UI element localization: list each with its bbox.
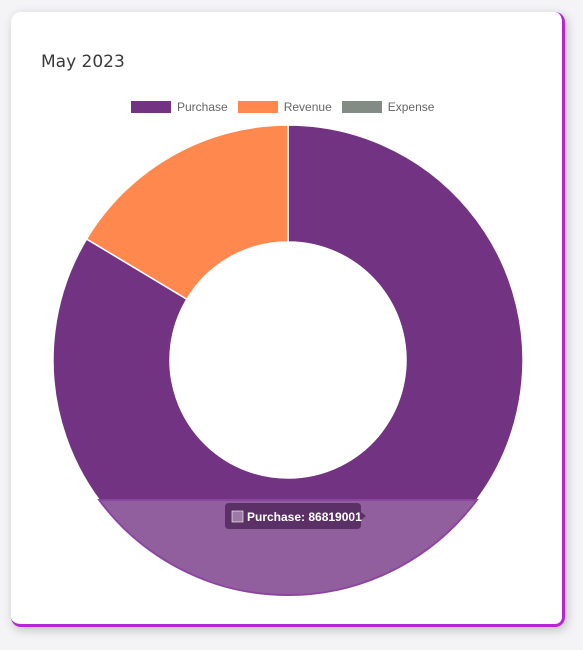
legend-swatch-revenue [237,101,278,113]
legend-item-revenue[interactable]: Revenue [237,100,332,114]
legend-label-purchase: Purchase [177,100,228,114]
legend-label-revenue: Revenue [283,100,332,114]
slice-hover-highlight [97,499,479,596]
card-title: May 2023 [41,52,125,72]
legend-swatch-expense [341,101,382,113]
slice-purchase[interactable] [52,124,524,596]
legend-item-purchase[interactable]: Purchase [131,100,228,114]
chart-legend: Purchase Revenue Expense [131,100,444,114]
legend-label-expense: Expense [387,100,435,114]
chart-card: May 2023 Purchase Revenue Expense Purcha… [11,12,565,627]
legend-item-expense[interactable]: Expense [341,100,435,114]
tooltip-text: Purchase: 86819001 [247,510,362,524]
tooltip-swatch [231,510,244,523]
donut-chart: Purchase: 86819001 [52,124,524,596]
chart-tooltip: Purchase: 86819001 [225,503,366,529]
legend-swatch-purchase [131,101,171,113]
slice-revenue[interactable] [85,124,289,301]
